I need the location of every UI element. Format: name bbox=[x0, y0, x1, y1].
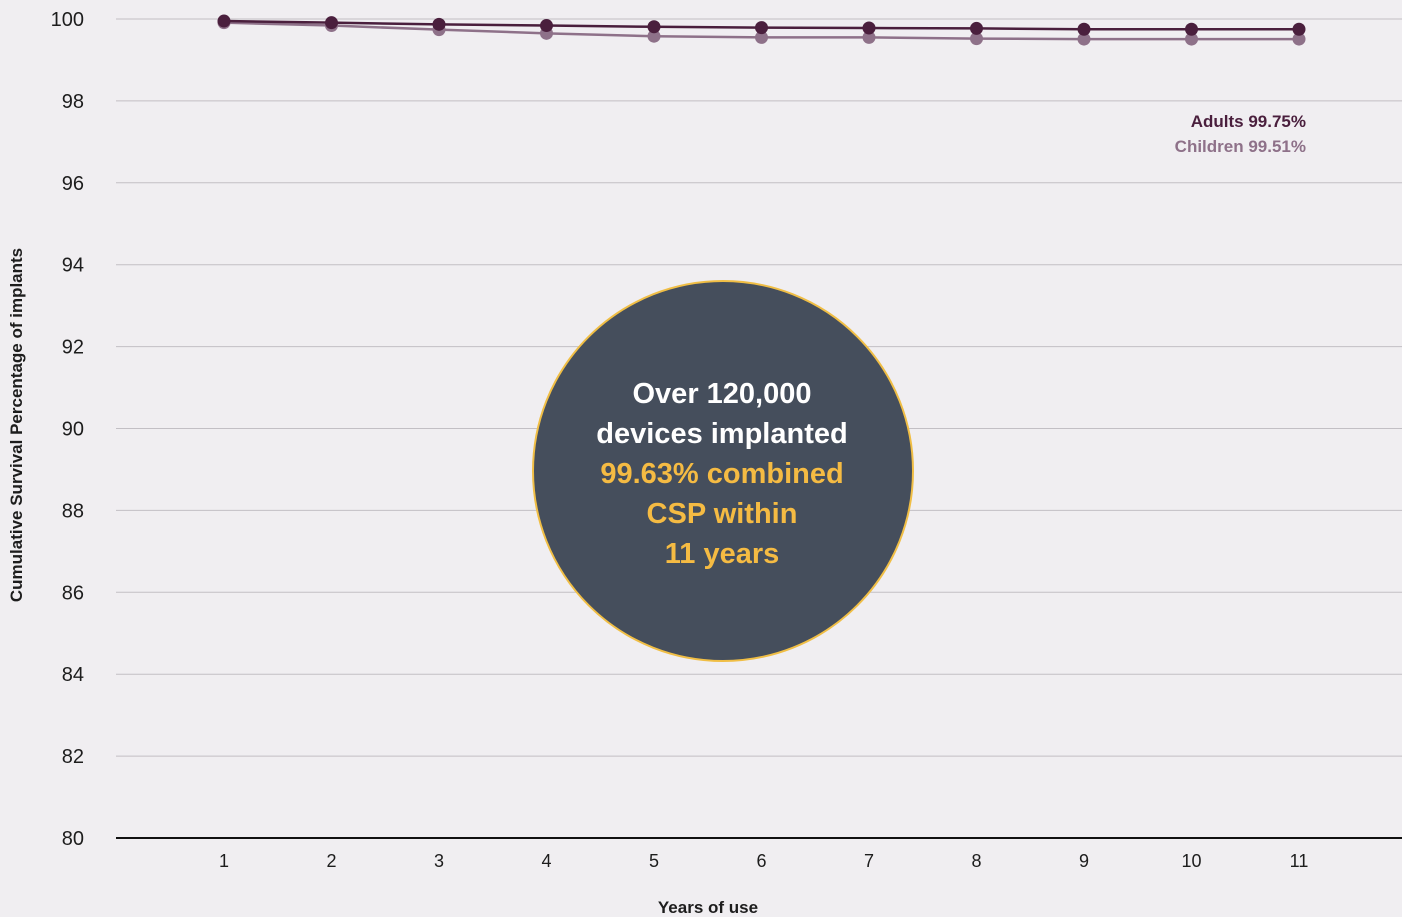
adults-point-7 bbox=[862, 21, 876, 35]
y-tick-label-84: 84 bbox=[62, 664, 84, 686]
adults-point-1 bbox=[217, 14, 231, 28]
children-end-label: Children 99.51% bbox=[1175, 137, 1306, 156]
y-tick-label-88: 88 bbox=[62, 500, 84, 522]
x-tick-label-1: 1 bbox=[219, 851, 229, 871]
x-tick-label-2: 2 bbox=[326, 851, 336, 871]
children-point-5 bbox=[647, 29, 661, 43]
callout-background bbox=[532, 280, 914, 662]
y-axis-title: Cumulative Survival Percentage of implan… bbox=[7, 248, 26, 602]
children-point-7 bbox=[862, 30, 876, 44]
y-tick-label-90: 90 bbox=[62, 419, 84, 441]
callout-line-4: CSP within bbox=[647, 498, 798, 530]
x-tick-label-8: 8 bbox=[971, 851, 981, 871]
x-tick-label-10: 10 bbox=[1181, 851, 1201, 871]
y-tick-label-92: 92 bbox=[62, 337, 84, 359]
x-tick-label-4: 4 bbox=[541, 851, 551, 871]
callout-line-1: Over 120,000 bbox=[633, 378, 812, 410]
callout-line-5: 11 years bbox=[665, 538, 780, 570]
series-layer bbox=[217, 14, 1306, 46]
y-tick-label-100: 100 bbox=[51, 9, 84, 31]
adults-point-6 bbox=[755, 21, 768, 35]
adults-point-3 bbox=[432, 17, 446, 31]
x-tick-label-9: 9 bbox=[1079, 851, 1089, 871]
x-tick-label-3: 3 bbox=[434, 851, 444, 871]
series-adults bbox=[217, 14, 1306, 36]
adults-point-11 bbox=[1292, 22, 1306, 36]
y-tick-label-94: 94 bbox=[62, 255, 84, 277]
x-tick-label-6: 6 bbox=[756, 851, 766, 871]
x-axis-ticks: 1 2 3 4 5 6 7 8 9 10 11 bbox=[219, 851, 1308, 871]
adults-point-10 bbox=[1185, 22, 1198, 36]
children-point-10 bbox=[1185, 32, 1198, 46]
adults-point-2 bbox=[325, 16, 338, 30]
y-tick-label-98: 98 bbox=[62, 91, 84, 113]
adults-point-8 bbox=[970, 21, 983, 35]
adults-end-label: Adults 99.75% bbox=[1191, 112, 1306, 131]
y-tick-label-86: 86 bbox=[62, 582, 84, 604]
callout-line-3: 99.63% combined bbox=[600, 458, 843, 490]
y-tick-label-82: 82 bbox=[62, 746, 84, 768]
y-tick-label-80: 80 bbox=[62, 828, 84, 850]
adults-point-5 bbox=[647, 20, 661, 34]
adults-point-4 bbox=[540, 19, 553, 33]
x-tick-label-11: 11 bbox=[1290, 851, 1309, 871]
x-axis-title: Years of use bbox=[658, 898, 758, 917]
callout-line-2: devices implanted bbox=[596, 418, 847, 450]
adults-point-9 bbox=[1077, 22, 1091, 36]
children-point-8 bbox=[970, 32, 983, 46]
children-point-11 bbox=[1292, 32, 1306, 46]
y-tick-label-96: 96 bbox=[62, 173, 84, 195]
children-point-9 bbox=[1077, 32, 1091, 46]
x-tick-label-5: 5 bbox=[649, 851, 659, 871]
y-axis-ticks: 80 82 84 86 88 90 92 94 96 98 100 bbox=[51, 9, 84, 850]
children-point-6 bbox=[755, 30, 768, 44]
x-tick-label-7: 7 bbox=[864, 851, 874, 871]
callout-circle: Over 120,000 devices implanted 99.63% co… bbox=[532, 280, 914, 662]
